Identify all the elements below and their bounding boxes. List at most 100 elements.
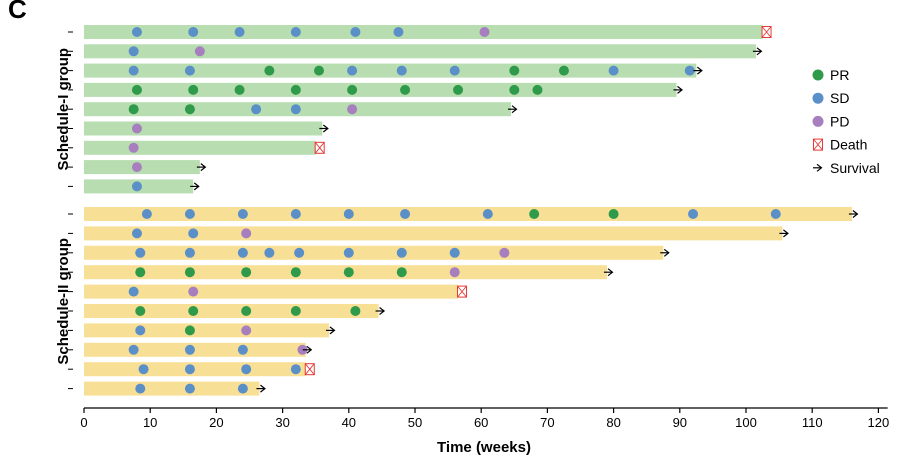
patient-bar	[84, 381, 260, 396]
legend-swatch	[812, 92, 824, 104]
response-dot-pr	[509, 65, 520, 76]
response-dot-pd	[297, 344, 308, 355]
response-dot-sd	[188, 27, 199, 37]
response-dot-sd	[684, 65, 695, 76]
patient-bar	[84, 323, 329, 338]
patient-bar	[84, 304, 379, 318]
response-dot-sd	[251, 104, 262, 115]
legend: PR SD PD Death Survival	[812, 67, 880, 176]
legend-label: SD	[830, 90, 849, 106]
arrow-head	[306, 345, 313, 354]
response-dot-pr	[290, 306, 301, 316]
response-dot-sd	[128, 286, 139, 297]
response-dot-sd	[188, 228, 199, 239]
response-dot-pr	[264, 65, 275, 76]
group-labels: Schedule-I group Schedule-II group	[55, 48, 72, 365]
response-dot-pr	[241, 306, 252, 316]
patient-bar	[84, 63, 697, 78]
response-dot-pr	[400, 84, 411, 95]
axes: 0 10 20 30 40 50 60 70 80 90 100 110 120 Time (weeks)	[68, 31, 889, 456]
x-tick-label: 100	[735, 415, 757, 430]
death-marker	[304, 363, 315, 376]
response-dot-sd	[135, 247, 146, 258]
response-dot-sd	[264, 247, 275, 258]
survival-arrow	[375, 307, 386, 315]
x-axis-title: Time (weeks)	[437, 439, 531, 456]
legend-swatch	[812, 115, 824, 127]
legend-item-sd: SD	[812, 90, 849, 106]
response-dot-sd	[128, 65, 139, 76]
response-dot-pd	[347, 104, 358, 115]
response-dot-pr	[184, 104, 195, 115]
x-tick-label: 0	[80, 415, 87, 430]
x-tick-label: 110	[802, 415, 823, 430]
response-dot-sd	[343, 209, 354, 219]
x-tick-label: 60	[474, 415, 488, 430]
response-dot-pd	[131, 162, 142, 173]
response-dot-sd	[770, 209, 781, 219]
response-dot-sd	[347, 65, 358, 76]
response-dot-sd	[396, 247, 407, 258]
response-dot-pd	[449, 267, 460, 278]
legend-swatch	[813, 138, 823, 151]
response-dot-pr	[188, 84, 199, 95]
response-dot-sd	[184, 209, 195, 219]
legend-label: Death	[830, 137, 867, 153]
patient-bar	[84, 82, 677, 97]
death-cross-b	[304, 363, 315, 375]
legend-item-pd: PD	[812, 113, 849, 129]
arrow-head	[677, 85, 683, 94]
arrow-head	[329, 326, 336, 335]
response-dot-pr	[184, 325, 195, 336]
death-marker	[761, 26, 772, 38]
survival-arrow	[325, 326, 336, 335]
response-dot-sd	[128, 46, 139, 57]
response-dot-sd	[237, 344, 248, 355]
survival-arrow	[190, 182, 200, 191]
response-dot-sd	[184, 344, 195, 355]
survival-arrow	[779, 229, 789, 238]
response-dot-sd	[449, 65, 460, 76]
response-dot-sd	[237, 383, 248, 394]
response-dot-pr	[532, 84, 543, 95]
arrow-head	[852, 210, 859, 218]
response-dot-sd	[294, 247, 305, 258]
response-dot-pr	[453, 84, 464, 95]
response-dot-pr	[509, 84, 520, 95]
patient-bar	[84, 284, 459, 299]
response-dot-pd	[241, 228, 252, 239]
response-dot-pr	[608, 209, 619, 219]
x-tick-label: 40	[342, 415, 356, 430]
group-label: Schedule-II group	[55, 238, 72, 365]
x-tick-label: 50	[408, 415, 422, 430]
legend-swatch	[813, 163, 823, 172]
response-dot-sd	[141, 209, 152, 219]
response-dot-sd	[135, 325, 146, 336]
response-dot-pr	[350, 306, 361, 316]
panel-letter: C	[8, 0, 27, 24]
response-dot-pr	[558, 65, 569, 76]
response-dot-pr	[135, 267, 146, 278]
arrow-head	[783, 229, 789, 238]
response-dot-pr	[188, 306, 199, 316]
survival-arrow	[603, 268, 614, 277]
response-dot-sd	[290, 364, 301, 375]
arrow-head	[607, 268, 614, 277]
response-dot-pd	[194, 46, 205, 57]
death-cross-b	[761, 26, 772, 38]
survival-arrow	[302, 345, 313, 354]
x-tick-label: 30	[275, 415, 289, 430]
survival-arrow	[660, 248, 670, 257]
legend-swatch	[812, 69, 824, 81]
response-dot-pr	[131, 84, 142, 95]
patient-bar	[84, 121, 323, 136]
legend-item-survival: Survival	[813, 160, 880, 176]
patient-bar	[84, 140, 316, 155]
response-dot-sd	[241, 364, 252, 375]
response-dot-sd	[290, 209, 301, 219]
legend-item-death: Death	[813, 137, 867, 153]
response-dot-sd	[237, 247, 248, 258]
patient-bar	[84, 207, 852, 221]
response-dot-sd	[184, 383, 195, 394]
